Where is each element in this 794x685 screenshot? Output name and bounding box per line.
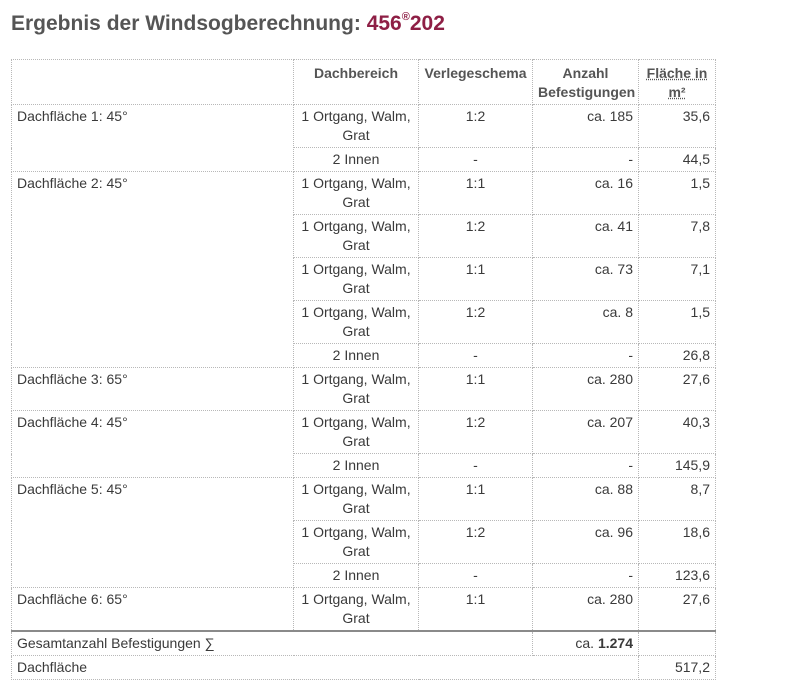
cell-anzahl: - <box>532 343 639 368</box>
table-row: 1 Ortgang, Walm, Grat 1:2 ca. 8 1,5 <box>12 300 716 344</box>
cell-flaeche: 44,5 <box>638 147 716 172</box>
cell-dachbereich: 2 Innen <box>293 343 419 368</box>
cell-dachbereich: 1 Ortgang, Walm, Grat <box>293 520 419 564</box>
header-flaeche[interactable]: Fläche in m² <box>638 59 716 105</box>
cell-verlegeschema: 1:2 <box>418 214 533 258</box>
cell-verlegeschema: 1:1 <box>418 257 533 301</box>
cell-dachbereich: 1 Ortgang, Walm, Grat <box>293 214 419 258</box>
cell-flaeche: 1,5 <box>638 171 716 215</box>
cell-flaeche: 8,7 <box>638 477 716 521</box>
cell-anzahl: ca. 96 <box>532 520 639 564</box>
cell-flaeche: 7,1 <box>638 257 716 301</box>
cell-flaeche: 123,6 <box>638 563 716 588</box>
cell-dachbereich: 2 Innen <box>293 563 419 588</box>
cell-dachbereich: 1 Ortgang, Walm, Grat <box>293 104 419 148</box>
cell-anzahl: ca. 280 <box>532 367 639 411</box>
cell-verlegeschema: 1:2 <box>418 520 533 564</box>
cell-flaeche: 27,6 <box>638 367 716 411</box>
result-table: Dachbereich Verlegeschema Anzahl Befesti… <box>11 59 716 680</box>
table-row: 1 Ortgang, Walm, Grat 1:2 ca. 41 7,8 <box>12 214 716 258</box>
cell-anzahl: ca. 88 <box>532 477 639 521</box>
table-row: Dachfläche 6: 65° 1 Ortgang, Walm, Grat 1:… <box>11 587 716 632</box>
table-row: 2 Innen - -26,8 <box>12 343 716 368</box>
total-value-cell: ca. 1.274 <box>532 630 639 656</box>
cell-dachbereich: 1 Ortgang, Walm, Grat <box>293 410 419 454</box>
total-label: Gesamtanzahl Befestigungen ∑ <box>11 630 533 656</box>
cell-verlegeschema: - <box>418 343 533 368</box>
cell-verlegeschema: 1:2 <box>418 410 533 454</box>
header-dachflaeche <box>11 59 294 105</box>
area-label: Dachfläche <box>11 655 639 680</box>
cell-anzahl: ca. 280 <box>532 587 639 632</box>
table-row: Dachfläche 2: 45° 1 Ortgang, Walm, Grat 1:… <box>11 171 716 368</box>
total-prefix: ca. <box>575 635 595 651</box>
table-row: Dachfläche 5: 45° 1 Ortgang, Walm, Grat 1:… <box>11 477 716 588</box>
cell-dachbereich: 1 Ortgang, Walm, Grat <box>293 587 419 632</box>
summary-row-total: Gesamtanzahl Befestigungen ∑ ca. 1.274 <box>11 630 716 656</box>
cell-verlegeschema: - <box>418 563 533 588</box>
table-body: Dachfläche 1: 45° 1 Ortgang, Walm, Grat 1:… <box>11 104 716 680</box>
cell-dachbereich: 1 Ortgang, Walm, Grat <box>293 477 419 521</box>
cell-flaeche: 18,6 <box>638 520 716 564</box>
total-empty-cell <box>638 630 716 656</box>
cell-anzahl: ca. 73 <box>532 257 639 301</box>
cell-verlegeschema: 1:1 <box>418 367 533 411</box>
table-row: Dachfläche 1: 45° 1 Ortgang, Walm, Grat 1:… <box>11 104 716 172</box>
cell-verlegeschema: 1:1 <box>418 171 533 215</box>
table-header-row: Dachbereich Verlegeschema Anzahl Befesti… <box>11 59 716 105</box>
cell-anzahl: - <box>532 147 639 172</box>
table-row: 2 Innen - -123,6 <box>12 563 716 588</box>
product-code: 456®202 <box>366 11 445 35</box>
page-title: Ergebnis der Windsogberechnung: 456®202 <box>11 11 445 36</box>
cell-dachflaeche: Dachfläche 5: 45° <box>11 477 294 588</box>
cell-anzahl: ca. 16 <box>532 171 639 215</box>
cell-dachbereich: 1 Ortgang, Walm, Grat <box>293 300 419 344</box>
header-dachbereich: Dachbereich <box>293 59 419 105</box>
table-row: Dachfläche 4: 45° 1 Ortgang, Walm, Grat 1:… <box>11 410 716 478</box>
cell-verlegeschema: - <box>418 147 533 172</box>
cell-flaeche: 40,3 <box>638 410 716 454</box>
cell-anzahl: ca. 207 <box>532 410 639 454</box>
cell-anzahl: - <box>532 563 639 588</box>
cell-anzahl: ca. 185 <box>532 104 639 148</box>
cell-dachflaeche: Dachfläche 3: 65° <box>11 367 294 411</box>
summary-row-area: Dachfläche 517,2 <box>11 655 716 680</box>
table-row: 1 Ortgang, Walm, Grat 1:1 ca. 73 7,1 <box>12 257 716 301</box>
cell-flaeche: 27,6 <box>638 587 716 632</box>
cell-verlegeschema: 1:1 <box>418 477 533 521</box>
cell-anzahl: - <box>532 453 639 478</box>
cell-flaeche: 1,5 <box>638 300 716 344</box>
product-code-tail: 202 <box>409 12 445 35</box>
cell-flaeche: 145,9 <box>638 453 716 478</box>
product-code-main: 456 <box>366 12 402 35</box>
cell-dachbereich: 1 Ortgang, Walm, Grat <box>293 171 419 215</box>
cell-dachflaeche: Dachfläche 2: 45° <box>11 171 294 368</box>
cell-dachflaeche: Dachfläche 4: 45° <box>11 410 294 478</box>
cell-verlegeschema: - <box>418 453 533 478</box>
cell-dachbereich: 2 Innen <box>293 453 419 478</box>
cell-anzahl: ca. 8 <box>532 300 639 344</box>
cell-flaeche: 7,8 <box>638 214 716 258</box>
total-value: 1.274 <box>597 635 633 651</box>
cell-flaeche: 26,8 <box>638 343 716 368</box>
registered-mark: ® <box>401 11 410 23</box>
header-verlegeschema: Verlegeschema <box>418 59 533 105</box>
cell-dachbereich: 1 Ortgang, Walm, Grat <box>293 367 419 411</box>
table-row: 2 Innen - -145,9 <box>12 453 716 478</box>
area-value: 517,2 <box>638 655 716 680</box>
cell-verlegeschema: 1:2 <box>418 104 533 148</box>
page-title-text: Ergebnis der Windsogberechnung: <box>11 12 361 35</box>
cell-dachbereich: 1 Ortgang, Walm, Grat <box>293 257 419 301</box>
cell-dachbereich: 2 Innen <box>293 147 419 172</box>
cell-verlegeschema: 1:2 <box>418 300 533 344</box>
cell-dachflaeche: Dachfläche 6: 65° <box>11 587 294 632</box>
table-row: Dachfläche 3: 65° 1 Ortgang, Walm, Grat 1:… <box>11 367 716 411</box>
cell-anzahl: ca. 41 <box>532 214 639 258</box>
header-anzahl: Anzahl Befestigungen <box>532 59 639 105</box>
cell-verlegeschema: 1:1 <box>418 587 533 632</box>
cell-dachflaeche: Dachfläche 1: 45° <box>11 104 294 172</box>
cell-flaeche: 35,6 <box>638 104 716 148</box>
table-row: 2 Innen - -44,5 <box>12 147 716 172</box>
